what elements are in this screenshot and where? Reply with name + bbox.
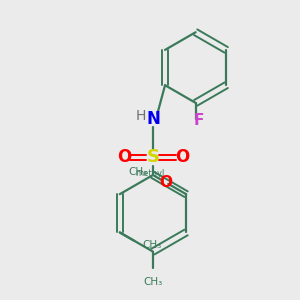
Text: methyl: methyl xyxy=(136,169,165,178)
Text: O: O xyxy=(159,175,172,190)
Text: N: N xyxy=(146,110,160,128)
Text: S: S xyxy=(146,148,159,166)
Text: CH₃: CH₃ xyxy=(128,167,147,177)
Text: F: F xyxy=(194,113,204,128)
Text: CH₃: CH₃ xyxy=(142,240,161,250)
Text: O: O xyxy=(175,148,189,166)
Text: O: O xyxy=(117,148,131,166)
Text: H: H xyxy=(135,109,146,122)
Text: CH₃: CH₃ xyxy=(143,277,163,287)
